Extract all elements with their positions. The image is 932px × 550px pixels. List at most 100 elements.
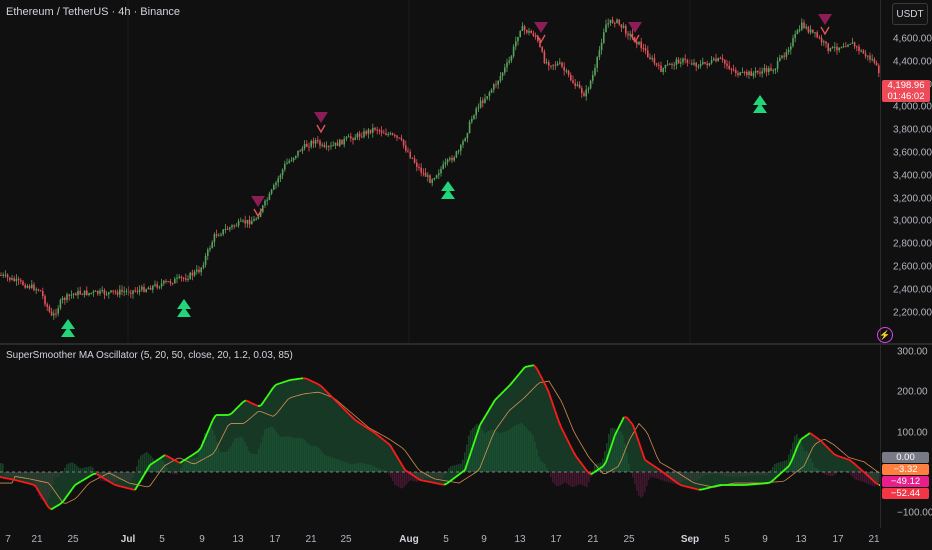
bull-candle [266, 199, 268, 201]
bull-candle [94, 290, 97, 292]
bull-candle [741, 71, 744, 73]
bull-candle [473, 115, 475, 120]
histogram-bar [788, 454, 790, 472]
bull-candle [785, 52, 788, 57]
bull-candle [273, 185, 275, 190]
bear-candle [244, 220, 246, 224]
bull-candle [26, 285, 29, 288]
bull-candle [748, 71, 750, 75]
histogram-bar [88, 466, 90, 472]
oscillator-segment [116, 484, 121, 488]
bull-candle [471, 119, 473, 122]
oscillator-chart[interactable] [0, 345, 880, 525]
tradingview-logo-icon[interactable]: ⚡ [877, 327, 893, 343]
bear-candle [482, 100, 484, 103]
oscillator-segment [818, 438, 823, 443]
oscillator-segment [548, 392, 553, 402]
histogram-bar [458, 464, 460, 472]
current-price-value: 4,198.96 [887, 80, 925, 91]
oscillator-segment [434, 482, 439, 485]
histogram-bar [460, 463, 462, 472]
histogram-bar [570, 472, 572, 487]
bear-candle [541, 47, 543, 52]
bear-candle [726, 63, 728, 66]
bull-candle [559, 62, 561, 64]
histogram-bar [850, 472, 852, 475]
bull-candle [761, 71, 763, 74]
oscillator-segment [497, 393, 502, 398]
bear-candle [143, 286, 145, 292]
histogram-bar [70, 462, 72, 472]
sell-signal-arrow [316, 124, 326, 134]
bull-candle [231, 225, 233, 228]
bull-candle [576, 84, 579, 86]
oscillator-segment [596, 467, 601, 472]
oscillator-segment [359, 422, 364, 426]
histogram-bar [84, 467, 86, 472]
bear-candle [523, 26, 526, 30]
bear-candle [97, 290, 99, 294]
bull-candle [297, 150, 299, 156]
bull-candle [138, 289, 141, 292]
histogram-bar [392, 472, 394, 482]
bull-candle [147, 287, 150, 290]
bull-candle [440, 168, 442, 174]
sell-signal-marker [818, 14, 832, 25]
bull-candle [35, 289, 37, 291]
bull-candle [442, 164, 444, 169]
bear-candle [0, 275, 2, 276]
oscillator-segment [608, 443, 613, 454]
histogram-bar [784, 460, 786, 472]
oscillator-segment [836, 454, 841, 458]
bear-candle [704, 62, 706, 64]
bear-candle [825, 41, 827, 44]
histogram-bar [634, 472, 636, 485]
bull-candle [798, 29, 801, 31]
oscillator-segment [50, 506, 55, 511]
oscillator-segment [830, 450, 835, 455]
oscillator-segment [869, 476, 874, 482]
bear-candle [22, 281, 24, 286]
bull-candle [99, 290, 101, 294]
bear-candle [376, 129, 378, 131]
bull-candle [457, 150, 460, 152]
bull-candle [860, 50, 862, 52]
histogram-bar [64, 467, 66, 472]
bull-candle [651, 58, 653, 60]
bear-candle [17, 278, 20, 281]
histogram-bar [828, 472, 830, 476]
bear-candle [532, 33, 535, 36]
histogram-bar [868, 472, 870, 485]
oscillator-segment [437, 482, 442, 486]
time-axis-label: 13 [232, 534, 244, 545]
histogram-bar [76, 465, 78, 472]
oscillator-segment [539, 374, 544, 381]
currency-button[interactable]: USDT [892, 3, 928, 25]
bear-candle [873, 59, 876, 63]
price-axis-tick: 2,800.00 [893, 238, 932, 250]
histogram-bar [138, 459, 140, 472]
histogram-bar [170, 472, 172, 474]
bear-candle [836, 46, 838, 51]
price-axis[interactable] [880, 0, 932, 528]
bull-candle [189, 272, 191, 280]
bull-candle [270, 189, 273, 194]
histogram-bar [636, 472, 638, 492]
oscillator-segment [182, 458, 187, 462]
oscillator-segment [275, 382, 280, 386]
oscillator-segment [431, 481, 436, 484]
indicator-title[interactable]: SuperSmoother MA Oscillator (5, 20, 50, … [6, 350, 293, 361]
histogram-bar [584, 472, 586, 487]
oscillator-segment [638, 442, 643, 452]
histogram-bar [864, 472, 866, 483]
histogram-bar [646, 472, 648, 487]
oscillator-segment [161, 454, 166, 458]
oscillator-segment [413, 475, 418, 479]
price-chart[interactable] [0, 0, 880, 343]
oscillator-segment [782, 467, 787, 472]
pane-divider[interactable] [0, 343, 932, 345]
time-axis-label: 5 [443, 534, 449, 545]
oscillator-value-badge: −49.12 [882, 476, 929, 487]
oscillator-segment [773, 476, 778, 481]
bull-candle [354, 137, 356, 141]
